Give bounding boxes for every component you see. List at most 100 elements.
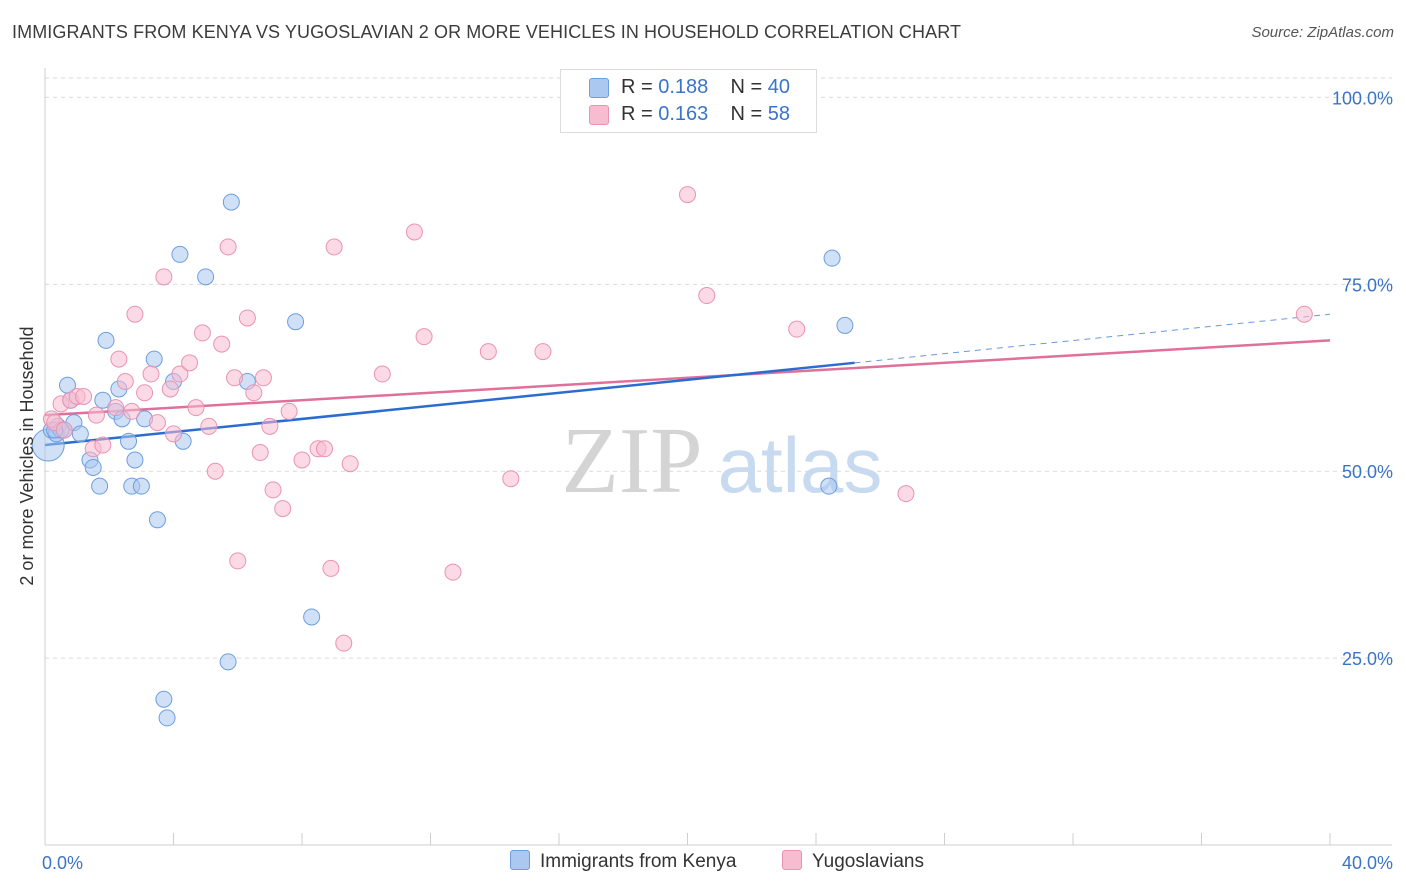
- source-label: Source: ZipAtlas.com: [1251, 24, 1394, 41]
- trend-line-yugoslavians: [44, 339, 1331, 417]
- data-point-blue: [155, 690, 173, 708]
- data-point-pink: [107, 399, 125, 417]
- data-point-pink: [148, 414, 166, 432]
- data-point-blue: [222, 193, 240, 211]
- data-point-pink: [136, 384, 154, 402]
- chart-title: IMMIGRANTS FROM KENYA VS YUGOSLAVIAN 2 O…: [12, 22, 962, 42]
- data-point-pink: [341, 455, 359, 473]
- watermark: ZIP atlas: [562, 409, 883, 513]
- data-point-pink: [679, 186, 696, 204]
- data-point-pink: [75, 387, 93, 405]
- legend-r-value: 0.188: [658, 76, 709, 98]
- legend-n-label: N =: [730, 76, 763, 98]
- bottom-legend-label: Yugoslavians: [812, 851, 924, 872]
- data-point-pink: [213, 335, 231, 353]
- data-point-pink: [335, 634, 353, 652]
- data-point-pink: [219, 238, 237, 256]
- tick-labels: 25.0% 50.0% 75.0% 100.0% 0.0% 40.0%: [42, 88, 1393, 873]
- data-point-pink: [200, 417, 218, 435]
- data-point-pink: [254, 369, 272, 387]
- x-tick-label: 40.0%: [1342, 853, 1393, 873]
- data-point-blue: [303, 608, 321, 626]
- y-axis-label: 2 or more Vehicles in Household: [17, 326, 37, 585]
- data-point-pink: [534, 343, 552, 361]
- y-tick-label: 50.0%: [1342, 462, 1393, 482]
- legend-n-label: N =: [730, 103, 763, 125]
- data-point-pink: [165, 425, 182, 443]
- data-point-pink: [274, 500, 292, 518]
- data-point-blue: [132, 477, 150, 495]
- data-point-pink: [373, 365, 391, 383]
- data-point-pink: [193, 324, 211, 342]
- data-point-pink: [415, 328, 433, 346]
- data-point-blue: [120, 432, 138, 450]
- data-point-blue: [94, 391, 112, 409]
- data-point-blue: [171, 245, 189, 263]
- data-point-pink: [123, 402, 141, 420]
- data-point-pink: [698, 287, 716, 305]
- data-point-pink: [155, 268, 173, 286]
- data-point-pink: [94, 436, 112, 454]
- data-point-pink: [261, 417, 279, 435]
- data-point-pink: [110, 350, 128, 368]
- data-point-pink: [325, 238, 343, 256]
- y-tick-label: 25.0%: [1342, 649, 1393, 669]
- data-point-pink: [405, 223, 423, 241]
- bottom-legend-kenya: Immigrants from Kenya: [510, 850, 736, 873]
- correlation-legend: R = 0.188 N = 40 R = 0.163 N = 58: [560, 69, 817, 133]
- data-point-pink: [238, 309, 256, 327]
- data-point-pink: [444, 563, 462, 581]
- legend-n-value: 58: [767, 103, 791, 125]
- legend-n-value: 40: [767, 76, 791, 98]
- legend-r-label: R =: [621, 76, 653, 98]
- data-point-blue: [836, 316, 854, 334]
- data-point-pink: [280, 402, 298, 420]
- y-tick-label: 100.0%: [1332, 88, 1393, 108]
- data-point-pink: [1295, 305, 1313, 323]
- data-point-pink: [315, 440, 333, 458]
- bottom-legend-label: Immigrants from Kenya: [540, 851, 737, 872]
- watermark-atlas: atlas: [718, 421, 883, 509]
- gridlines: [45, 77, 1392, 659]
- data-point-pink: [897, 485, 915, 503]
- data-point-pink: [245, 384, 263, 402]
- data-point-pink: [142, 365, 160, 383]
- data-point-pink: [55, 421, 73, 439]
- data-point-pink: [293, 451, 311, 469]
- data-point-pink: [187, 399, 205, 417]
- data-point-blue: [91, 477, 109, 495]
- data-point-blue: [97, 331, 115, 349]
- legend-r-label: R =: [621, 103, 653, 125]
- x-tick-label: 0.0%: [42, 853, 83, 873]
- data-point-pink: [171, 365, 189, 383]
- data-point-blue: [84, 458, 102, 476]
- y-tick-label: 75.0%: [1342, 275, 1393, 295]
- data-point-pink: [181, 354, 199, 372]
- data-point-blue: [148, 511, 166, 529]
- data-point-pink: [206, 462, 224, 480]
- data-point-pink: [788, 320, 806, 338]
- data-point-pink: [126, 305, 144, 323]
- data-point-pink: [264, 481, 282, 499]
- bottom-legend-swatch-pink: [782, 850, 802, 870]
- data-point-blue: [197, 268, 215, 286]
- bottom-legend-yugoslavians: Yugoslavians: [782, 850, 924, 873]
- data-point-pink: [87, 406, 105, 424]
- data-points: [31, 186, 1313, 727]
- trend-line-kenya-extension: [854, 313, 1331, 364]
- bottom-legend-swatch-blue: [510, 850, 530, 870]
- watermark-zip: ZIP: [562, 409, 703, 513]
- data-point-blue: [219, 653, 237, 671]
- data-point-pink: [251, 444, 269, 462]
- data-point-pink: [226, 369, 244, 387]
- data-point-pink: [161, 380, 179, 398]
- data-point-blue: [71, 425, 89, 443]
- data-point-pink: [502, 470, 520, 488]
- legend-r-value: 0.163: [658, 103, 709, 125]
- legend-swatch-pink: [589, 105, 609, 125]
- data-point-blue: [820, 477, 838, 495]
- data-point-blue: [126, 451, 144, 469]
- data-point-blue: [145, 350, 163, 368]
- legend-swatch-blue: [589, 78, 609, 98]
